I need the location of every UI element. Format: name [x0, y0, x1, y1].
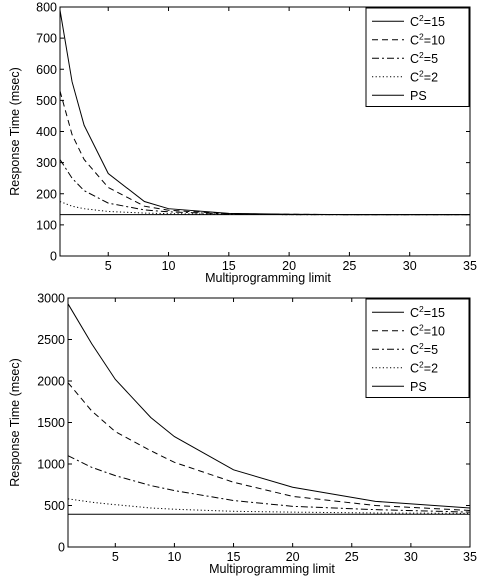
x-axis-label: Multiprogramming limit [205, 271, 331, 285]
x-tick-label: 10 [162, 259, 176, 273]
x-tick-label: 30 [403, 259, 417, 273]
legend-box [365, 298, 470, 398]
x-axis-label: Multiprogramming limit [209, 562, 335, 576]
y-tick-label: 1000 [37, 458, 65, 472]
series-line-c2-5 [67, 455, 471, 513]
x-tick-label: 20 [282, 259, 296, 273]
legend-box [365, 7, 470, 107]
legend-entry: C2=2 [410, 359, 438, 375]
x-tick-label: 15 [227, 550, 241, 564]
y-tick-label: 400 [36, 125, 57, 139]
x-tick-label: 30 [404, 550, 418, 564]
series-line-c2-15 [67, 303, 471, 509]
legend-entry: PS [410, 89, 427, 103]
legend: C2=15 C2=10 C2=5 C2=2 PS [365, 7, 470, 107]
y-tick-label: 2500 [37, 333, 65, 347]
x-tick-label: 25 [342, 259, 356, 273]
y-tick-label: 100 [36, 218, 57, 232]
y-tick-label: 1500 [37, 416, 65, 430]
legend-entry: C2=5 [410, 50, 438, 66]
legend: C2=15 C2=10 C2=5 C2=2 PS [365, 298, 470, 398]
y-tick-label: 0 [58, 541, 65, 555]
y-tick-label: 600 [36, 63, 57, 77]
x-tick-label: 35 [463, 259, 477, 273]
x-tick-label: 15 [222, 259, 236, 273]
legend-entry: C2=2 [410, 68, 438, 84]
x-tick-label: 5 [112, 550, 119, 564]
x-tick-label: 5 [105, 259, 112, 273]
legend-entry: C2=10 [410, 31, 445, 47]
top-chart: 5 10 15 20 25 30 35 0 100 200 300 400 500 600 700 800 Mu… [8, 1, 477, 286]
y-tick-label: 500 [36, 94, 57, 108]
y-tick-label: 700 [36, 32, 57, 46]
y-tick-label: 800 [36, 1, 57, 15]
bottom-chart: 5 10 15 20 25 30 35 0 500 1000 1500 2000 2500 3000 Mul… [8, 292, 477, 577]
legend-entry: PS [410, 380, 427, 394]
y-tick-label: 3000 [37, 292, 65, 306]
y-tick-label: 2000 [37, 375, 65, 389]
series-line-c2-10 [67, 382, 471, 511]
legend-entry: C2=15 [410, 13, 445, 29]
legend-entry: C2=15 [410, 304, 445, 320]
x-tick-label: 25 [345, 550, 359, 564]
y-tick-label: 200 [36, 187, 57, 201]
series-line-c2-2 [59, 201, 470, 216]
y-tick-label: 300 [36, 156, 57, 170]
y-tick-label: 0 [50, 250, 57, 264]
y-tick-label: 500 [44, 499, 65, 513]
series-line-c2-10 [59, 90, 470, 216]
y-axis-label: Response Time (msec) [8, 358, 22, 487]
x-tick-label: 20 [286, 550, 300, 564]
legend-entry: C2=5 [410, 341, 438, 357]
series-line-c2-5 [59, 159, 470, 216]
y-axis-label: Response Time (msec) [8, 67, 22, 196]
x-tick-label: 10 [167, 550, 181, 564]
x-tick-label: 35 [463, 550, 477, 564]
series-line-c2-2 [67, 498, 471, 514]
legend-entry: C2=10 [410, 322, 445, 338]
